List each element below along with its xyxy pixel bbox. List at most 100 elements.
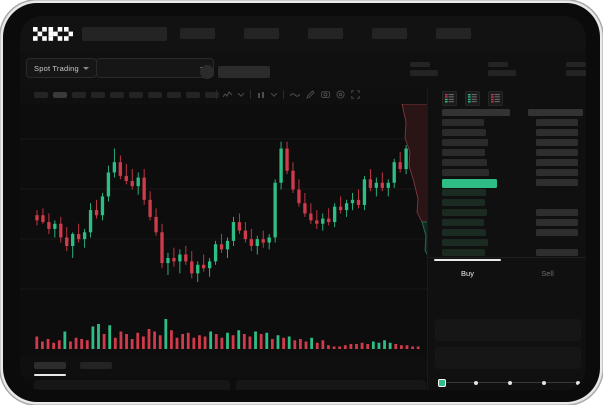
bottom-panel-1[interactable] <box>236 380 426 390</box>
volume-bar <box>371 341 375 349</box>
orderbook-cell-size <box>536 129 578 136</box>
trading-mode-label: Spot Trading <box>34 63 79 73</box>
candle <box>285 148 289 171</box>
orderbook-asks-icon[interactable] <box>488 91 503 106</box>
volume-bar <box>226 332 229 349</box>
timeframe-9[interactable] <box>205 92 219 98</box>
volume-bar <box>304 341 308 349</box>
timeframe-7[interactable] <box>167 92 181 98</box>
orderbook-row[interactable] <box>428 159 586 166</box>
candle <box>71 234 75 246</box>
volume-bar <box>147 329 151 349</box>
orderbook-cell-size <box>536 119 578 126</box>
nav-item-2[interactable] <box>308 28 343 39</box>
volume-bar <box>97 324 100 349</box>
orderbook-spread-highlight <box>442 179 497 188</box>
orderbook-row[interactable] <box>428 229 586 236</box>
slider-stop-100[interactable] <box>576 380 580 385</box>
candle <box>142 177 146 200</box>
timeframe-1[interactable] <box>53 92 67 98</box>
okx-logo[interactable] <box>33 27 73 41</box>
tab-sell[interactable]: Sell <box>508 261 586 285</box>
volume-bar <box>69 341 72 349</box>
search-input[interactable] <box>82 27 167 41</box>
orderbook-row[interactable] <box>428 139 586 146</box>
slider-stop-50[interactable] <box>508 380 512 385</box>
volume-bar <box>366 344 370 349</box>
orderbook-row[interactable] <box>428 149 586 156</box>
orderbook-row[interactable] <box>428 119 586 126</box>
nav-item-0[interactable] <box>180 28 215 39</box>
active-tab-underline <box>34 374 66 376</box>
candle <box>368 179 373 188</box>
orderbook-row[interactable] <box>428 129 586 136</box>
candle <box>231 222 236 241</box>
orderbook-cell-price <box>442 219 484 226</box>
timeframe-0[interactable] <box>34 92 48 98</box>
timeframe-5[interactable] <box>129 92 143 98</box>
candle <box>291 170 295 190</box>
orderbook-row[interactable] <box>428 219 586 226</box>
volume-bar <box>136 332 140 349</box>
volume-bar <box>181 334 185 349</box>
candle <box>160 232 164 264</box>
orderbook-cell-size <box>536 139 578 146</box>
candlestick-chart[interactable] <box>20 104 427 309</box>
candle <box>350 199 355 204</box>
tab-buy[interactable]: Buy <box>428 259 507 285</box>
candle <box>136 177 140 187</box>
orderbook-row[interactable] <box>428 209 586 216</box>
orderbook-row[interactable] <box>428 249 586 256</box>
order-price-field[interactable] <box>435 319 581 341</box>
trading-mode-selector[interactable]: Spot Trading <box>26 58 97 78</box>
timeframe-2[interactable] <box>72 92 86 98</box>
volume-bar <box>231 335 235 349</box>
timeframe-8[interactable] <box>186 92 200 98</box>
bottom-tab-0[interactable] <box>34 362 66 376</box>
candle <box>207 261 212 269</box>
amount-percent-slider[interactable] <box>438 378 580 387</box>
volume-bar <box>125 334 128 349</box>
nav-item-1[interactable] <box>244 28 279 39</box>
volume-bar <box>377 342 381 349</box>
slider-stop-25[interactable] <box>474 380 478 385</box>
device-screen: Spot Trading <box>20 16 586 390</box>
orderbook-row[interactable] <box>428 179 586 188</box>
candle <box>303 203 307 214</box>
volume-bar <box>41 341 44 349</box>
orderbook-both-icon[interactable] <box>442 91 457 106</box>
orderbook-row[interactable] <box>428 109 586 116</box>
volume-bar <box>265 332 269 349</box>
market-stat-1 <box>488 62 516 76</box>
volume-bar <box>164 319 168 349</box>
volume-bar <box>91 326 95 349</box>
orderbook-rows <box>428 109 586 257</box>
bottom-panel-0[interactable] <box>34 380 230 390</box>
slider-handle[interactable] <box>438 379 446 387</box>
volume-bar <box>113 337 117 349</box>
nav-item-3[interactable] <box>372 28 407 39</box>
orderbook-cell-price <box>442 129 486 136</box>
candle <box>53 223 57 229</box>
candle <box>225 240 230 250</box>
slider-stop-75[interactable] <box>542 380 546 385</box>
nav-item-4[interactable] <box>436 28 471 39</box>
volume-bar <box>321 340 325 349</box>
timeframe-3[interactable] <box>91 92 105 98</box>
timeframe-6[interactable] <box>148 92 162 98</box>
pair-selector[interactable] <box>96 58 214 78</box>
orderbook-row[interactable] <box>428 239 586 246</box>
volume-bar <box>383 340 386 349</box>
candle <box>118 162 122 176</box>
volume-bar <box>405 345 409 349</box>
volume-bar <box>411 346 414 349</box>
orderbook-row[interactable] <box>428 169 586 176</box>
orderbook-bids-icon[interactable] <box>465 91 480 106</box>
bottom-tab-1[interactable] <box>80 362 112 369</box>
timeframe-4[interactable] <box>110 92 124 98</box>
orderbook-row[interactable] <box>428 189 586 196</box>
volume-bar <box>242 334 246 349</box>
orderbook-row[interactable] <box>428 199 586 206</box>
order-amount-field[interactable] <box>435 347 581 369</box>
